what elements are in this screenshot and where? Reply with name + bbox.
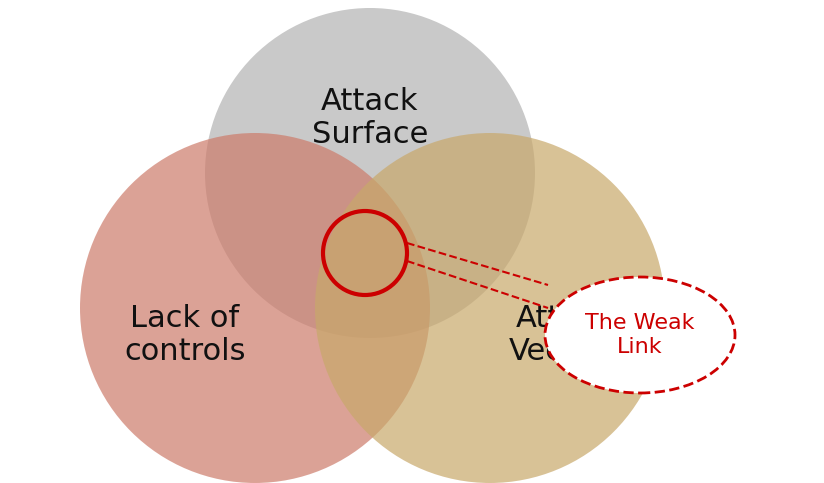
Circle shape: [205, 8, 535, 338]
Text: Lack of
controls: Lack of controls: [124, 304, 246, 366]
Circle shape: [80, 133, 430, 483]
Text: The Weak
Link: The Weak Link: [585, 313, 695, 356]
Text: Attack
Vectors: Attack Vectors: [508, 304, 621, 366]
Ellipse shape: [545, 277, 735, 393]
Text: Attack
Surface: Attack Surface: [311, 87, 428, 149]
Circle shape: [315, 133, 665, 483]
